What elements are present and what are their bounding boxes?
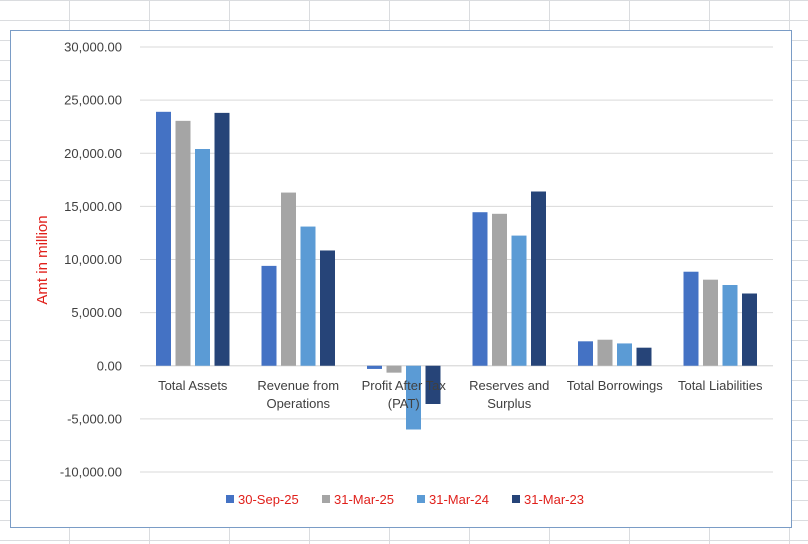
bar-31-mar-23 [320, 250, 335, 366]
bar-31-mar-23 [636, 347, 652, 366]
category-label: Reserves and Surplus [469, 378, 549, 411]
bar-31-mar-25 [597, 339, 613, 366]
bar-31-mar-24 [722, 285, 738, 366]
legend-label: 31-Mar-25 [334, 492, 394, 507]
y-tick-label: 5,000.00 [71, 305, 122, 320]
category-label: Revenue from Operations [257, 378, 339, 411]
bar-31-mar-24 [195, 149, 210, 366]
legend: 30-Sep-25 31-Mar-25 31-Mar-24 31-Mar-23 [226, 492, 584, 507]
bar-30-sep-25 [261, 265, 277, 366]
bar-31-mar-24 [511, 235, 527, 366]
gridlines [140, 46, 773, 473]
y-tick-label: 10,000.00 [64, 252, 122, 267]
bars [156, 111, 757, 430]
bar-31-mar-24 [617, 343, 632, 366]
y-tick-label: 25,000.00 [64, 93, 122, 108]
bar-31-mar-25 [386, 365, 402, 373]
bar-31-mar-25 [492, 213, 507, 366]
bar-31-mar-23 [742, 293, 757, 366]
bar-31-mar-23 [425, 365, 441, 404]
bar-30-sep-25 [367, 365, 382, 369]
bar-31-mar-24 [300, 226, 316, 366]
legend-swatch [322, 495, 330, 503]
y-tick-label: 20,000.00 [64, 146, 122, 161]
y-tick-label: 30,000.00 [64, 40, 122, 55]
category-label: Total Borrowings [567, 378, 664, 393]
legend-label: 31-Mar-24 [429, 492, 489, 507]
y-axis-ticks: 30,000.00 25,000.00 20,000.00 15,000.00 10,0… [60, 40, 122, 480]
legend-swatch [417, 495, 425, 503]
legend-swatch [512, 495, 520, 503]
category-label: Profit After Tax (PAT) [362, 378, 447, 411]
bar-31-mar-25 [281, 192, 296, 366]
bar-31-mar-24 [406, 365, 421, 430]
category-labels: Total Assets Revenue from Operations Profit… [158, 378, 763, 411]
bar-31-mar-25 [703, 279, 718, 366]
bar-30-sep-25 [156, 111, 171, 366]
legend-label: 30-Sep-25 [238, 492, 299, 507]
legend-label: 31-Mar-23 [524, 492, 584, 507]
y-tick-label: -10,000.00 [60, 465, 122, 480]
y-tick-label: -5,000.00 [67, 411, 122, 426]
bar-30-sep-25 [578, 341, 593, 366]
y-tick-label: 15,000.00 [64, 199, 122, 214]
y-axis-label: Amt in million [34, 215, 51, 304]
legend-swatch [226, 495, 234, 503]
bar-30-sep-25 [472, 212, 488, 366]
category-label: Total Assets [158, 378, 228, 393]
bar-30-sep-25 [683, 271, 699, 366]
category-label: Total Liabilities [678, 378, 763, 393]
chart-area[interactable] [10, 30, 792, 528]
bar-31-mar-23 [531, 191, 546, 366]
bar-31-mar-25 [175, 120, 191, 366]
y-tick-label: 0.00 [97, 358, 122, 373]
bar-31-mar-23 [214, 112, 230, 366]
